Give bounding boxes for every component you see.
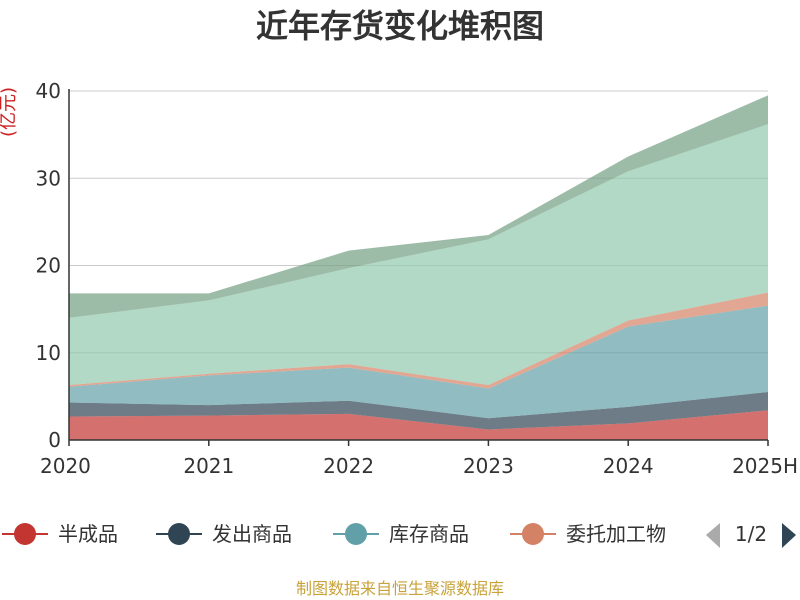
y-tick-label: 20 (36, 254, 61, 278)
x-tick-label: 2024 (603, 454, 654, 478)
area-series-2 (69, 392, 768, 430)
legend-marker (14, 523, 36, 545)
y-tick-label: 40 (36, 79, 61, 103)
triangle-left-icon[interactable] (706, 523, 720, 548)
y-axis-label: (亿元) (0, 87, 19, 137)
x-tick-label: 2023 (463, 454, 514, 478)
legend-label: 库存商品 (389, 522, 469, 546)
y-tick-label: 0 (48, 428, 61, 452)
area-series-3 (69, 305, 768, 419)
legend-marker (345, 523, 367, 545)
legend-marker (168, 523, 190, 545)
x-tick-label: 2025H (732, 454, 798, 478)
y-tick-label: 10 (36, 341, 61, 365)
legend-item-1[interactable]: 半成品 (2, 522, 118, 546)
legend-label: 发出商品 (212, 522, 292, 546)
area-series-1 (69, 410, 768, 440)
legend-item-2[interactable]: 发出商品 (156, 522, 292, 546)
area-series (69, 95, 768, 440)
legend-item-3[interactable]: 库存商品 (333, 522, 469, 546)
legend: 半成品 发出商品 库存商品 委托加工物 (2, 522, 666, 546)
legend-marker (522, 523, 544, 545)
area-series-6 (69, 95, 768, 318)
legend-item-4[interactable]: 委托加工物 (510, 522, 666, 546)
x-tick-label: 2020 (40, 454, 91, 478)
legend-label: 委托加工物 (566, 522, 666, 546)
legend-pager: 1/2 (706, 522, 796, 548)
legend-page-indicator: 1/2 (735, 522, 767, 546)
x-tick-label: 2022 (323, 454, 374, 478)
x-tick-label: 2021 (183, 454, 234, 478)
triangle-right-icon[interactable] (782, 523, 796, 548)
legend-label: 半成品 (58, 522, 118, 546)
data-source-note: 制图数据来自恒生聚源数据库 (296, 579, 504, 598)
area-series-5 (69, 124, 768, 386)
y-tick-label: 30 (36, 166, 61, 190)
chart-title: 近年存货变化堆积图 (256, 7, 544, 45)
axes: 0 10 20 30 40 2020 2021 2022 2023 2024 2025H (36, 79, 798, 478)
